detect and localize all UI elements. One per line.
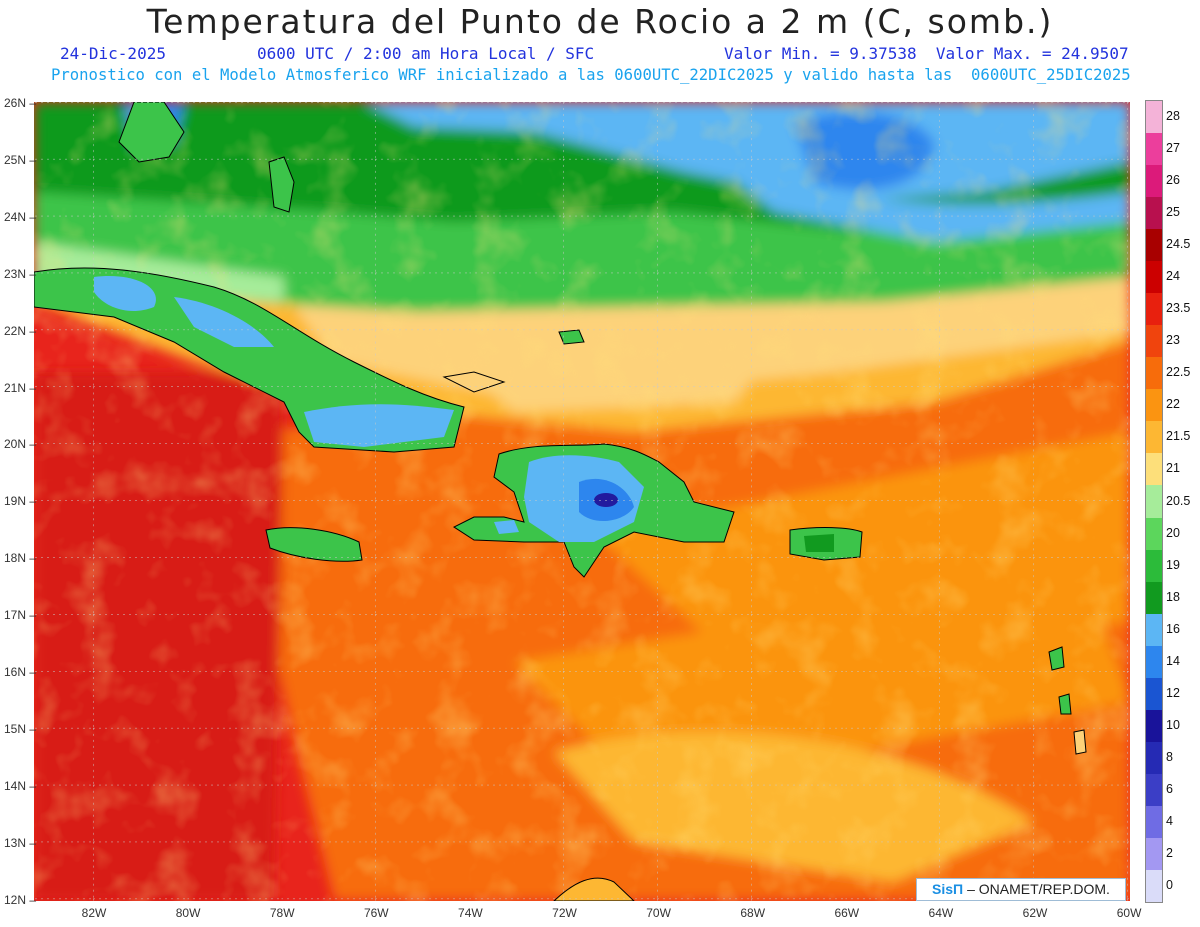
legend-swatch <box>1146 325 1162 358</box>
latitude-label: 18N – <box>4 551 37 566</box>
legend-label: 18 <box>1166 589 1180 604</box>
legend-swatch <box>1146 805 1162 839</box>
legend-swatch <box>1146 453 1162 486</box>
legend-swatch <box>1146 709 1162 743</box>
legend-label: 25 <box>1166 205 1180 220</box>
model-info: Pronostico con el Modelo Atmosferico WRF… <box>51 66 1131 84</box>
legend-label: 8 <box>1166 749 1173 764</box>
latitude-label: 14N – <box>4 778 37 793</box>
map-area <box>34 102 1130 901</box>
legend-swatch <box>1146 677 1162 711</box>
legend-swatch <box>1146 549 1162 583</box>
value-range: Valor Min. = 9.37538 Valor Max. = 24.950… <box>724 44 1129 63</box>
legend-swatch <box>1146 517 1162 551</box>
latitude-label: 23N – <box>4 266 37 281</box>
legend-label: 6 <box>1166 781 1173 796</box>
latitude-label: 19N – <box>4 494 37 509</box>
legend-swatch <box>1146 613 1162 647</box>
legend-label: 20.5 <box>1166 493 1191 508</box>
longitude-label: 62W <box>1022 906 1048 920</box>
legend-swatch <box>1146 773 1162 807</box>
legend-label: 27 <box>1166 141 1180 156</box>
longitude-label: 82W <box>81 906 107 920</box>
longitude-label: 68W <box>740 906 766 920</box>
credit-brand: SisΠ <box>932 881 964 897</box>
latitude-label: 24N – <box>4 209 37 224</box>
latitude-label: 17N – <box>4 608 37 623</box>
longitude-label: 60W <box>1116 906 1142 920</box>
legend-label: 24 <box>1166 269 1180 284</box>
credit-box: SisΠ – ONAMET/REP.DOM. <box>916 878 1126 901</box>
legend-label: 22 <box>1166 397 1180 412</box>
legend-label: 16 <box>1166 621 1180 636</box>
legend-swatch <box>1146 357 1162 390</box>
latitude-label: 12N – <box>4 892 37 907</box>
legend-label: 2 <box>1166 845 1173 860</box>
latitude-label: 13N – <box>4 835 37 850</box>
legend-swatch <box>1146 485 1162 518</box>
legend-label: 23.5 <box>1166 301 1191 316</box>
forecast-date: 24-Dic-2025 <box>60 44 166 63</box>
legend-swatch <box>1146 837 1162 871</box>
legend-swatch <box>1146 421 1162 454</box>
legend-label: 21 <box>1166 461 1180 476</box>
legend-swatch <box>1146 101 1162 134</box>
legend-label: 12 <box>1166 685 1180 700</box>
latitude-label: 22N – <box>4 323 37 338</box>
legend-label: 0 <box>1166 877 1173 892</box>
latitude-label: 25N – <box>4 152 37 167</box>
legend-label: 26 <box>1166 173 1180 188</box>
legend-label: 10 <box>1166 717 1180 732</box>
legend-swatch <box>1146 389 1162 422</box>
legend-swatch <box>1146 229 1162 262</box>
latitude-label: 15N – <box>4 721 37 736</box>
longitude-label: 76W <box>363 906 389 920</box>
longitude-label: 72W <box>552 906 577 920</box>
longitude-label: 74W <box>458 906 483 920</box>
legend-label: 19 <box>1166 557 1180 572</box>
longitude-label: 66W <box>834 906 860 920</box>
dewpoint-field <box>34 102 1130 901</box>
legend-swatch <box>1146 645 1162 679</box>
legend-swatch <box>1146 869 1162 903</box>
legend-swatch <box>1146 581 1162 615</box>
legend-swatch <box>1146 293 1162 326</box>
latitude-label: 20N – <box>4 437 37 452</box>
longitude-label: 64W <box>928 906 954 920</box>
latitude-label: 16N – <box>4 665 37 679</box>
legend-swatch <box>1146 741 1162 775</box>
forecast-time: 0600 UTC / 2:00 am Hora Local / SFC <box>257 44 595 63</box>
longitude-label: 70W <box>646 906 671 920</box>
legend-label: 4 <box>1166 813 1173 828</box>
map-title: Temperatura del Punto de Rocio a 2 m (C,… <box>146 2 1054 41</box>
legend-label: 21.5 <box>1166 429 1191 444</box>
color-legend <box>1145 100 1163 903</box>
legend-label: 28 <box>1166 109 1180 124</box>
latitude-label: 21N – <box>4 380 37 395</box>
credit-text: – ONAMET/REP.DOM. <box>967 881 1110 897</box>
legend-swatch <box>1146 261 1162 294</box>
legend-label: 14 <box>1166 653 1180 668</box>
legend-label: 22.5 <box>1166 365 1191 380</box>
longitude-label: 78W <box>269 906 295 920</box>
legend-label: 23 <box>1166 333 1180 348</box>
legend-swatch <box>1146 165 1162 198</box>
latitude-label: 26N – <box>4 96 37 110</box>
legend-label: 20 <box>1166 525 1180 540</box>
legend-swatch <box>1146 197 1162 230</box>
longitude-label: 80W <box>175 906 201 920</box>
legend-label: 24.5 <box>1166 237 1191 252</box>
legend-swatch <box>1146 133 1162 166</box>
